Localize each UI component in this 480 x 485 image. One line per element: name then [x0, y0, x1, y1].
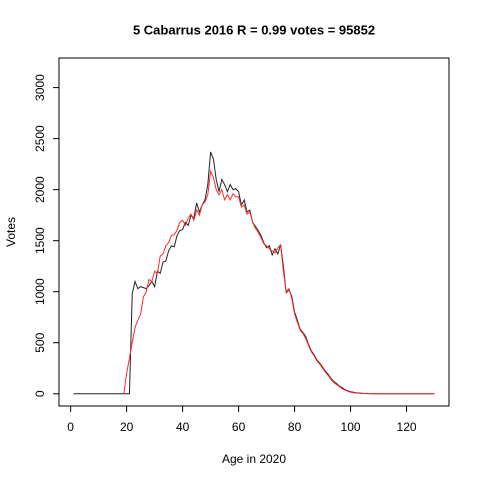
x-tick-label: 20	[120, 420, 134, 434]
y-tick-label: 0	[33, 390, 47, 397]
x-tick-label: 40	[176, 420, 190, 434]
series-line	[73, 151, 435, 395]
x-tick-label: 120	[397, 420, 417, 434]
x-tick-label: 0	[67, 420, 74, 434]
y-tick-label: 1500	[33, 227, 47, 254]
x-tick-label: 100	[341, 420, 361, 434]
y-tick-label: 3000	[33, 74, 47, 101]
y-tick-label: 500	[33, 332, 47, 352]
x-tick-label: 60	[232, 420, 246, 434]
y-axis-label: Votes	[4, 217, 18, 247]
series-line	[123, 169, 435, 395]
x-tick-label: 80	[288, 420, 302, 434]
x-axis-label: Age in 2020	[222, 452, 286, 466]
y-tick-label: 1000	[33, 278, 47, 305]
plot-box	[58, 57, 450, 407]
y-tick-label: 2500	[33, 125, 47, 152]
y-tick-label: 2000	[33, 176, 47, 203]
chart-title: 5 Cabarrus 2016 R = 0.99 votes = 95852	[133, 22, 375, 37]
